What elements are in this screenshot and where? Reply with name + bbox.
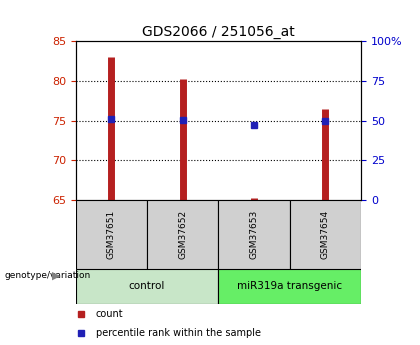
Text: control: control: [129, 282, 165, 291]
Bar: [76, 200, 147, 269]
Title: GDS2066 / 251056_at: GDS2066 / 251056_at: [142, 25, 295, 39]
Bar: [218, 200, 290, 269]
Text: percentile rank within the sample: percentile rank within the sample: [96, 328, 260, 338]
Text: count: count: [96, 309, 123, 319]
Text: genotype/variation: genotype/variation: [4, 272, 90, 280]
Text: GSM37651: GSM37651: [107, 210, 116, 259]
Bar: [290, 200, 361, 269]
Bar: [76, 269, 218, 304]
Text: miR319a transgenic: miR319a transgenic: [237, 282, 342, 291]
Text: GSM37654: GSM37654: [321, 210, 330, 259]
Bar: [147, 200, 218, 269]
Text: GSM37653: GSM37653: [249, 210, 259, 259]
Text: ▶: ▶: [52, 271, 61, 281]
Bar: [218, 269, 361, 304]
Text: GSM37652: GSM37652: [178, 210, 187, 259]
